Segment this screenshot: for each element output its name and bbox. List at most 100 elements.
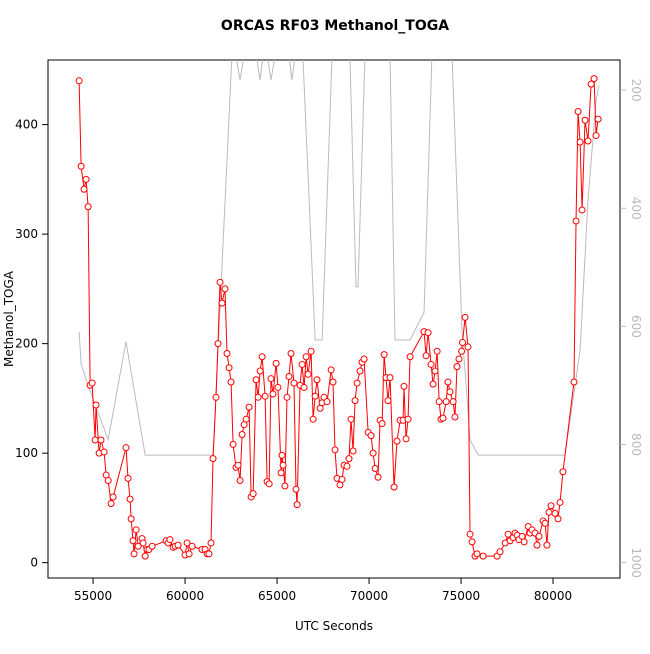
y2-tick-label: 800	[629, 433, 643, 456]
point	[283, 393, 291, 401]
x-tick-label: 80000	[534, 589, 572, 603]
point	[311, 392, 319, 400]
point	[302, 353, 310, 361]
point	[590, 75, 598, 83]
point	[435, 398, 443, 406]
point	[451, 413, 459, 421]
point	[183, 539, 191, 547]
point	[304, 370, 312, 378]
point	[141, 552, 149, 560]
point	[559, 468, 567, 476]
x-tick-label: 60000	[166, 589, 204, 603]
point	[533, 541, 541, 549]
x-tick-label: 55000	[74, 589, 112, 603]
plot-area	[75, 60, 602, 560]
point	[129, 537, 137, 545]
point	[367, 432, 375, 440]
point	[473, 550, 481, 558]
point	[236, 477, 244, 485]
point	[124, 474, 132, 482]
point	[269, 390, 277, 398]
point	[327, 366, 335, 374]
x-axis-label: UTC Seconds	[295, 619, 373, 633]
point	[360, 355, 368, 363]
y-tick-label: 0	[30, 556, 38, 570]
point	[242, 415, 250, 423]
point	[174, 541, 182, 549]
point	[274, 383, 282, 391]
point	[446, 388, 454, 396]
point	[127, 515, 135, 523]
point	[293, 501, 301, 509]
point	[212, 393, 220, 401]
point	[380, 351, 388, 359]
point	[97, 436, 105, 444]
point	[256, 367, 264, 375]
point	[287, 349, 295, 357]
point	[75, 77, 83, 85]
point	[265, 480, 273, 488]
point	[574, 107, 582, 115]
point	[227, 378, 235, 386]
point	[439, 414, 447, 422]
point	[188, 542, 196, 550]
point	[209, 455, 217, 463]
point	[290, 379, 298, 387]
point	[88, 379, 96, 387]
point	[279, 461, 287, 469]
point	[554, 515, 562, 523]
point	[104, 477, 112, 485]
point	[207, 539, 215, 547]
point	[429, 380, 437, 388]
point	[449, 398, 457, 406]
point	[309, 415, 317, 423]
point	[252, 376, 260, 384]
point	[535, 532, 543, 540]
x-tick-label: 75000	[442, 589, 480, 603]
y-tick-label: 400	[15, 118, 38, 132]
point	[126, 495, 134, 503]
y-tick-label: 100	[15, 446, 38, 460]
point	[245, 403, 253, 411]
point	[80, 185, 88, 193]
y2-tick-label: 1000	[629, 547, 643, 578]
point	[107, 500, 115, 508]
x-tick-label: 65000	[258, 589, 296, 603]
point	[254, 393, 262, 401]
y2-tick-label: 200	[629, 79, 643, 102]
point	[307, 347, 315, 355]
point	[404, 415, 412, 423]
point	[570, 378, 578, 386]
point	[278, 451, 286, 459]
point	[468, 538, 476, 546]
point	[229, 440, 237, 448]
point	[214, 340, 222, 348]
point	[343, 462, 351, 470]
y2-tick-label: 400	[629, 197, 643, 220]
point	[390, 483, 398, 491]
point	[592, 132, 600, 140]
point	[92, 401, 100, 409]
point	[496, 548, 504, 556]
point	[292, 485, 300, 493]
point	[298, 360, 306, 368]
point	[238, 431, 246, 439]
y-axis-label: Methanol_TOGA	[2, 270, 16, 367]
point	[556, 498, 564, 506]
point	[356, 367, 364, 375]
point	[581, 116, 589, 124]
point	[541, 519, 549, 527]
y-tick-label: 300	[15, 227, 38, 241]
point	[424, 329, 432, 337]
point	[272, 359, 280, 367]
point	[431, 367, 439, 375]
point	[216, 278, 224, 286]
point	[442, 398, 450, 406]
point	[461, 313, 469, 321]
series-line	[78, 60, 600, 456]
point	[84, 203, 92, 211]
point	[400, 382, 408, 390]
point	[185, 550, 193, 558]
point	[433, 347, 441, 355]
